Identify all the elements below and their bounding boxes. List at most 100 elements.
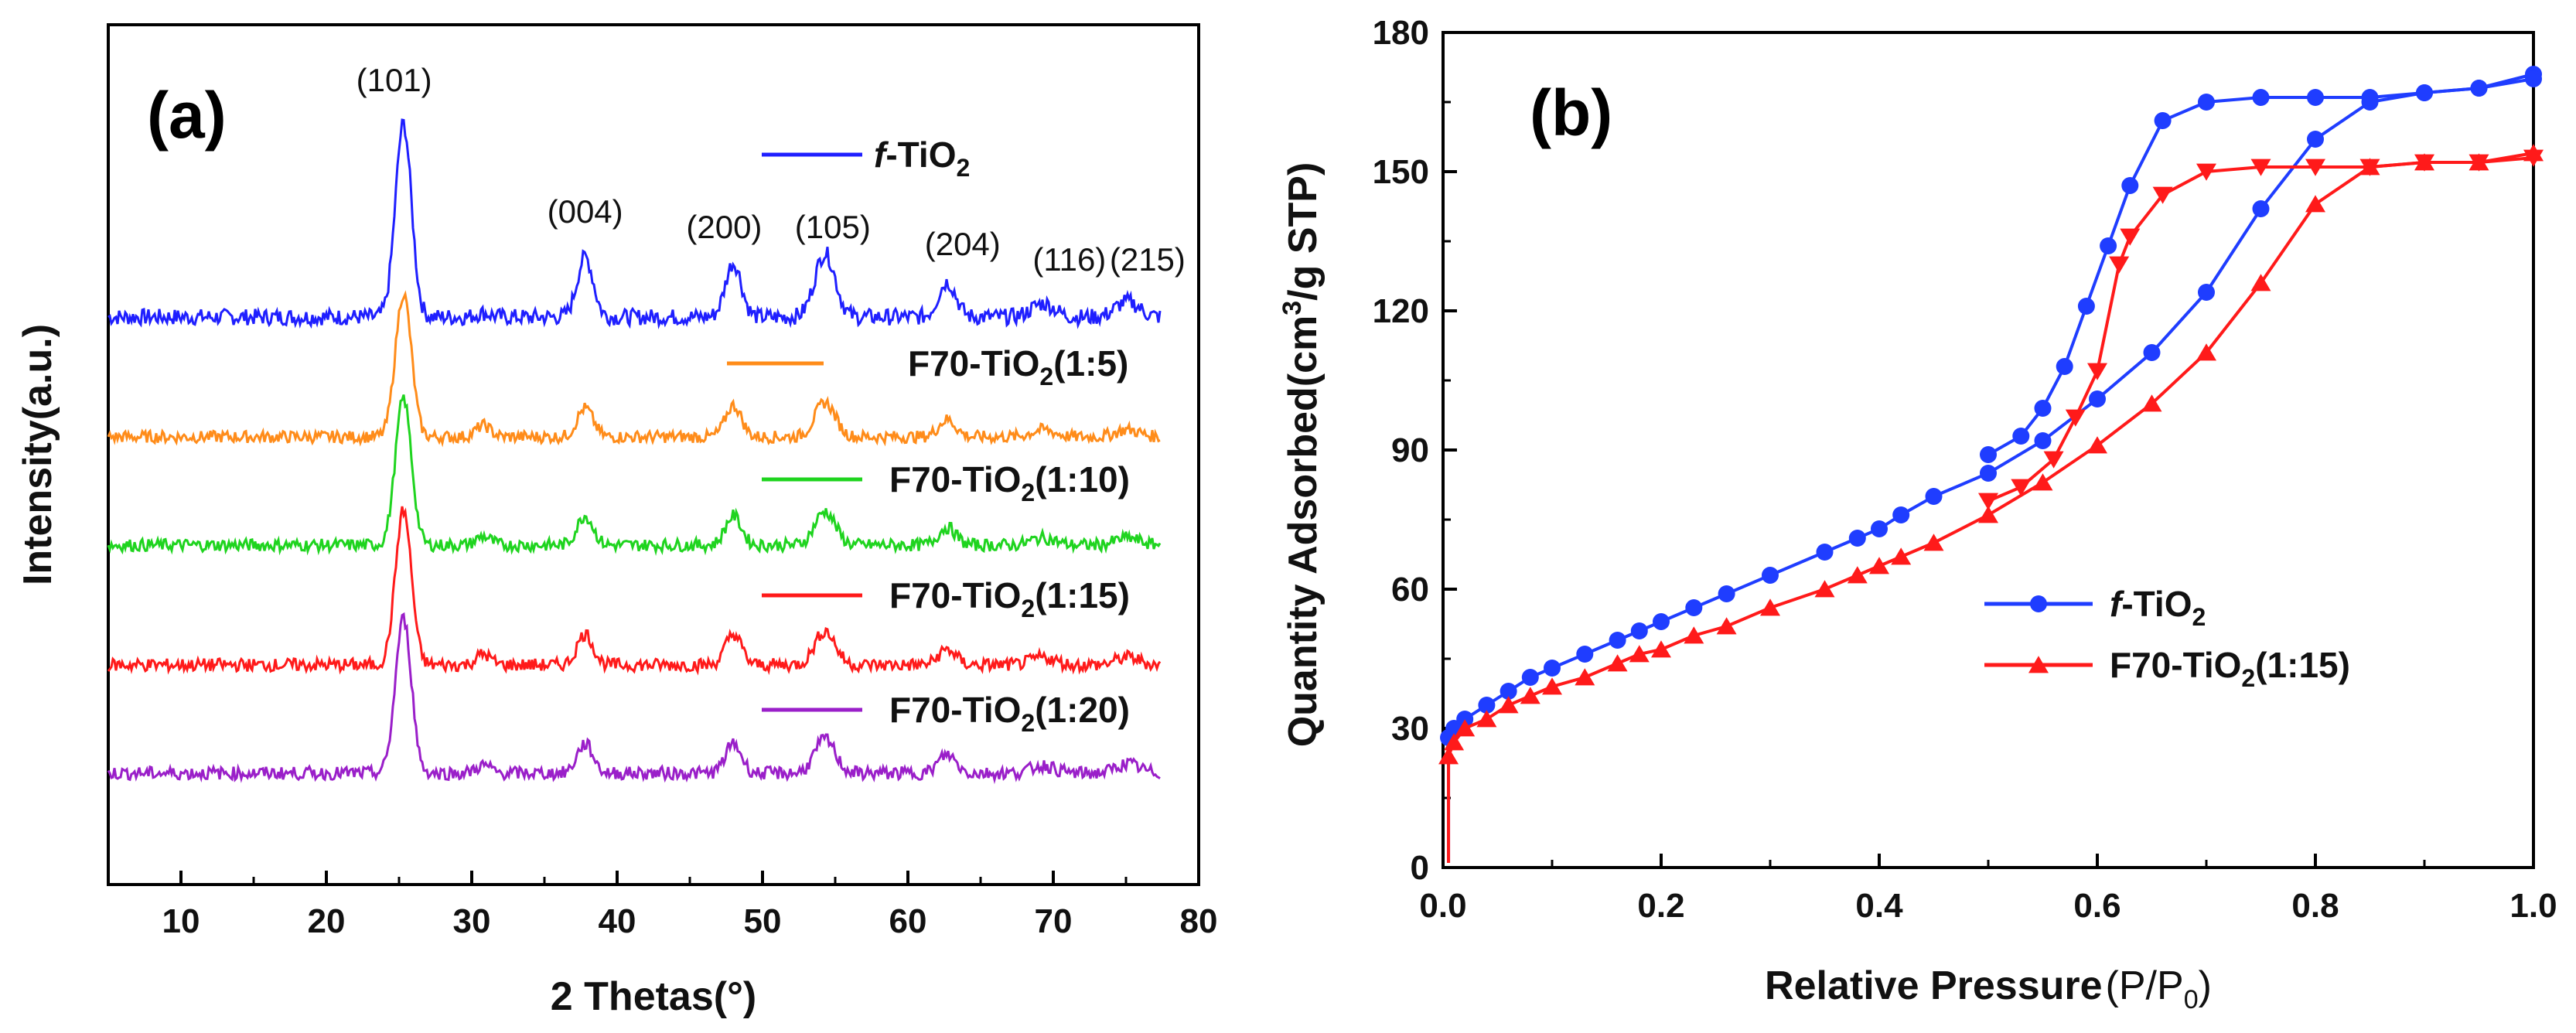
data-point bbox=[1980, 446, 1997, 463]
data-point bbox=[1455, 719, 1476, 737]
x-tick-label: 0.0 bbox=[1419, 887, 1466, 925]
legend-a: f-TiO2 F70-TiO2(1:5) F70-TiO2(1:10) F70-TiO… bbox=[727, 135, 1130, 737]
x-tick-label: 0.6 bbox=[2073, 887, 2121, 925]
peak-label: (101) bbox=[357, 62, 432, 98]
data-point bbox=[2121, 177, 2139, 194]
data-point bbox=[1814, 580, 1835, 598]
x-tick-label: 10 bbox=[162, 902, 200, 940]
data-point bbox=[2305, 159, 2325, 176]
data-point bbox=[1544, 660, 1561, 677]
data-point bbox=[1978, 493, 1998, 510]
data-point bbox=[1575, 668, 1595, 686]
data-point bbox=[1892, 506, 1910, 523]
data-point bbox=[2196, 343, 2216, 361]
legend-label: F70-TiO2(1:5) bbox=[908, 343, 1128, 390]
peak-label: (116) bbox=[1032, 241, 1106, 278]
data-point bbox=[2120, 228, 2141, 246]
data-point bbox=[2087, 436, 2107, 454]
data-point bbox=[2065, 409, 2086, 427]
data-point bbox=[2143, 344, 2161, 361]
data-point bbox=[1609, 632, 1626, 649]
x-axis-label-b: Relative Pressure(P/P0) bbox=[1765, 963, 2212, 1014]
peak-label: (215) bbox=[1110, 241, 1186, 278]
data-point bbox=[1816, 544, 1834, 561]
data-point bbox=[2198, 284, 2215, 301]
data-point bbox=[1630, 622, 1648, 639]
data-point bbox=[1762, 567, 1779, 584]
x-tick-label: 0.2 bbox=[1637, 887, 1684, 925]
data-point bbox=[1520, 687, 1540, 704]
y-tick-label: 90 bbox=[1391, 431, 1429, 469]
data-point bbox=[2109, 256, 2130, 274]
data-point bbox=[1521, 669, 1539, 686]
legend-label: F70-TiO2(1:15) bbox=[889, 575, 1130, 622]
panel-label-a: (a) bbox=[147, 79, 227, 152]
data-point bbox=[1653, 613, 1670, 630]
x-axis-a: 10 20 30 40 50 60 70 80 bbox=[162, 871, 1218, 940]
data-point bbox=[2152, 186, 2173, 204]
data-point bbox=[2077, 298, 2095, 315]
data-point bbox=[2056, 358, 2073, 375]
x-tick-label: 0.4 bbox=[1855, 887, 1903, 925]
data-point bbox=[2469, 154, 2489, 172]
data-point bbox=[1760, 598, 1780, 616]
data-point bbox=[1980, 465, 1997, 482]
isotherm-series bbox=[1438, 144, 2544, 863]
data-point bbox=[2523, 149, 2544, 167]
data-point bbox=[1476, 710, 1497, 728]
legend-label: F70-TiO2(1:20) bbox=[889, 690, 1130, 737]
data-point bbox=[1438, 747, 1459, 765]
data-point bbox=[2012, 428, 2030, 445]
data-point bbox=[2087, 363, 2107, 380]
peak-label: (200) bbox=[686, 209, 762, 245]
data-point bbox=[2470, 80, 2488, 97]
data-point bbox=[2043, 451, 2064, 469]
data-point bbox=[1847, 566, 1868, 584]
x-tick-label: 1.0 bbox=[2509, 887, 2557, 925]
data-point bbox=[1685, 599, 1703, 616]
x-tick-label: 80 bbox=[1180, 902, 1218, 940]
x-tick-label: 70 bbox=[1035, 902, 1073, 940]
xrd-pattern-line bbox=[107, 290, 1161, 448]
data-point bbox=[2011, 479, 2032, 496]
xrd-pattern-line bbox=[107, 118, 1162, 330]
y-tick-label: 180 bbox=[1373, 14, 1429, 52]
data-point bbox=[2307, 89, 2324, 106]
data-point bbox=[2028, 656, 2049, 673]
legend-b: f-TiO2 F70-TiO2(1:15) bbox=[1984, 584, 2350, 692]
data-point bbox=[2525, 70, 2542, 87]
x-tick-label: 0.8 bbox=[2291, 887, 2339, 925]
y-axis-label-a: Intensity(a.u.) bbox=[15, 324, 60, 585]
data-point bbox=[1925, 488, 1943, 505]
x-tick-label: 60 bbox=[889, 902, 927, 940]
isotherm-series bbox=[1440, 66, 2542, 863]
x-tick-label: 30 bbox=[453, 902, 491, 940]
panel-label-b: (b) bbox=[1530, 77, 1612, 149]
data-point bbox=[2414, 154, 2434, 172]
legend-label: F70-TiO2(1:15) bbox=[2110, 645, 2350, 692]
data-point bbox=[1848, 530, 1866, 547]
data-point bbox=[2030, 595, 2047, 612]
data-point bbox=[1871, 520, 1888, 537]
panel-a: 10 20 30 40 50 60 70 80 (101) (004) (200) (105) (20… bbox=[15, 23, 1218, 1019]
x-axis-label-a: 2 Thetas(°) bbox=[551, 974, 756, 1019]
series-group-b bbox=[1438, 66, 2544, 863]
data-point bbox=[2416, 84, 2433, 101]
data-point bbox=[1498, 696, 1519, 714]
y-tick-label: 0 bbox=[1411, 849, 1429, 887]
data-point bbox=[1478, 697, 1496, 714]
data-point bbox=[1456, 711, 1474, 728]
legend-label: F70-TiO2(1:10) bbox=[889, 459, 1130, 506]
xrd-pattern-line bbox=[107, 394, 1162, 556]
y-tick-label: 150 bbox=[1373, 153, 1429, 191]
data-point bbox=[1607, 654, 1628, 672]
data-point bbox=[2034, 432, 2052, 449]
data-point bbox=[1684, 626, 1704, 644]
data-point bbox=[1576, 646, 1594, 663]
x-tick-label: 20 bbox=[308, 902, 346, 940]
y-tick-label: 30 bbox=[1391, 710, 1429, 748]
data-point bbox=[2032, 473, 2053, 491]
data-point bbox=[2100, 237, 2117, 254]
xrd-pattern-line bbox=[107, 612, 1161, 785]
